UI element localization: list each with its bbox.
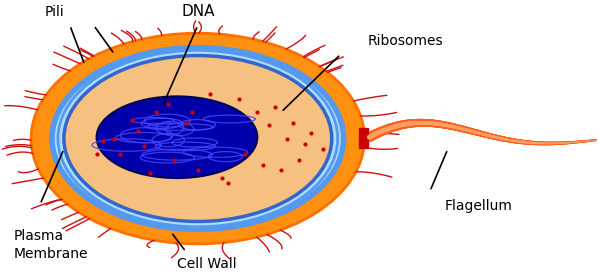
Text: Ribosomes: Ribosomes (367, 34, 443, 48)
Ellipse shape (86, 94, 210, 141)
Ellipse shape (81, 90, 231, 148)
Text: Cell Wall: Cell Wall (177, 257, 237, 271)
Text: DNA: DNA (181, 4, 215, 19)
Ellipse shape (64, 56, 332, 221)
Bar (359, 128, 368, 148)
Text: Pili: Pili (45, 5, 65, 19)
Text: Flagellum: Flagellum (445, 199, 512, 213)
Ellipse shape (31, 33, 364, 244)
Ellipse shape (52, 48, 344, 229)
Ellipse shape (97, 97, 257, 178)
Text: Plasma
Membrane: Plasma Membrane (13, 229, 88, 261)
